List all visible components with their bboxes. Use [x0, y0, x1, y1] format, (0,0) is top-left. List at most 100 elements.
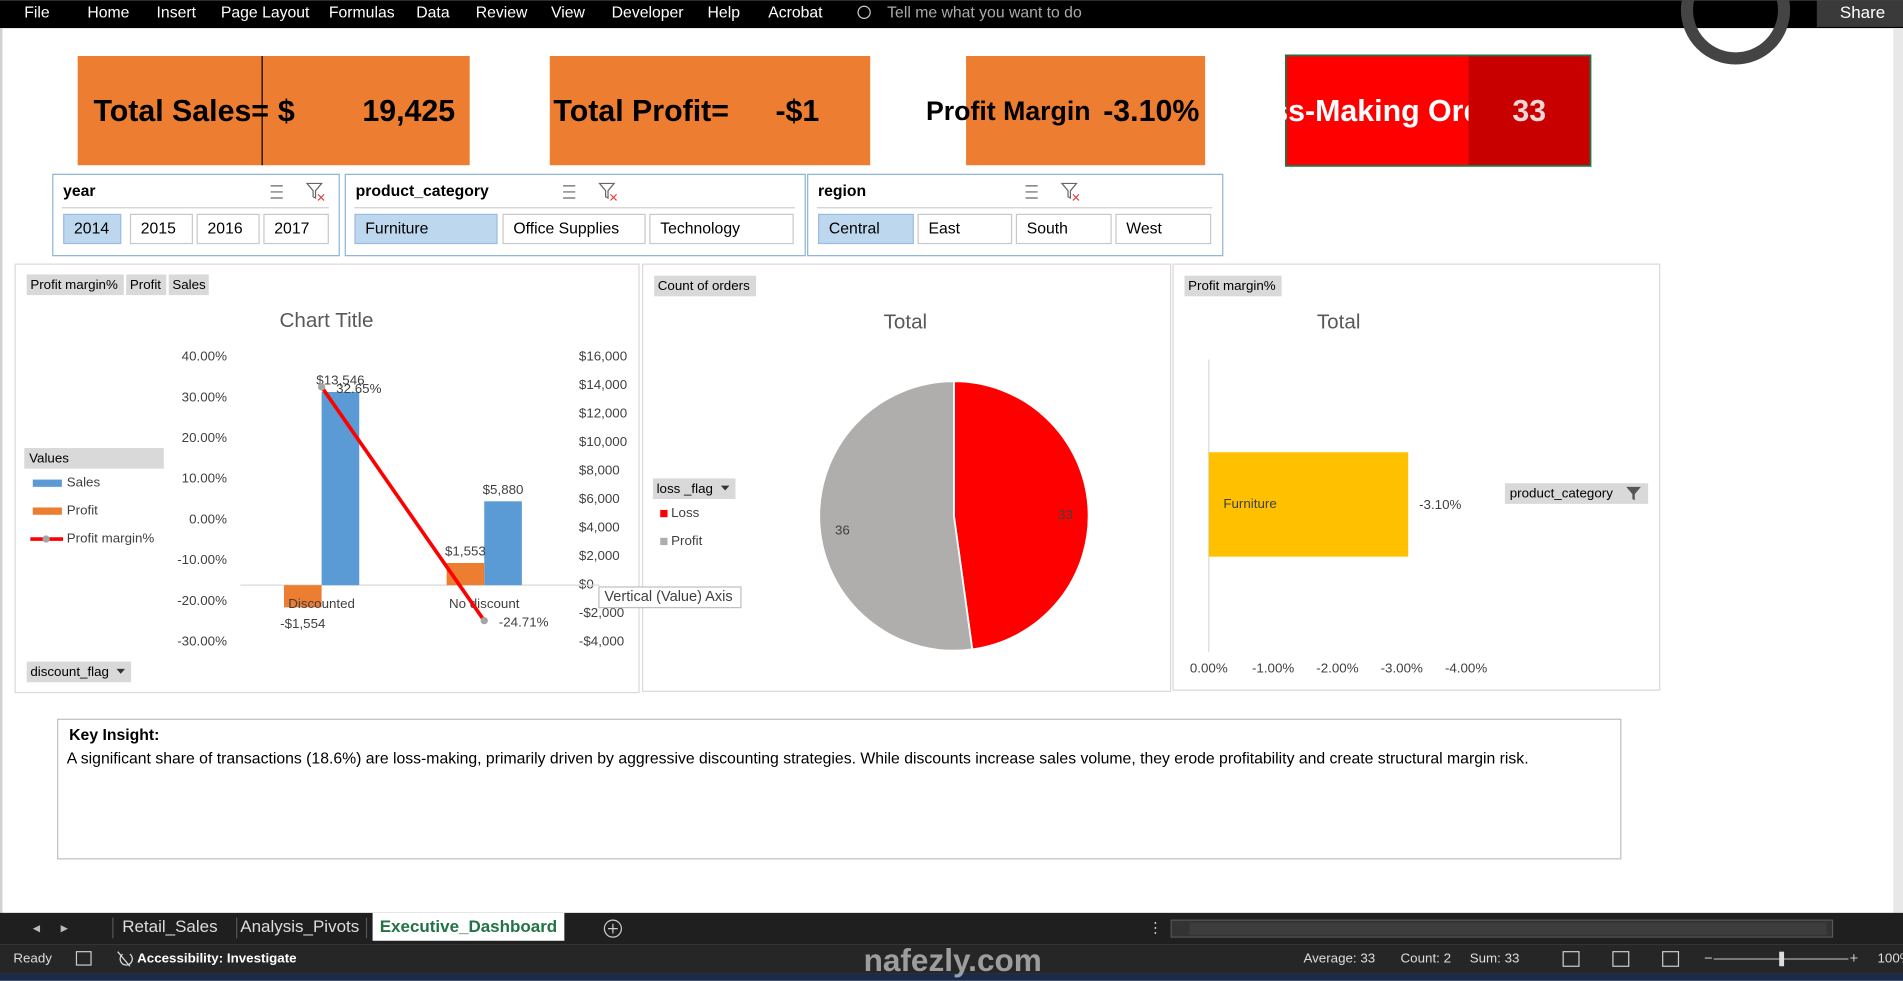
field-button-label[interactable]: Count of orders	[658, 278, 750, 293]
slicer-item-label[interactable]: 2017	[274, 221, 309, 238]
dropdown-arrow[interactable]	[116, 668, 126, 674]
status-average[interactable]: Average: 33	[1303, 950, 1375, 965]
scroll-thumb[interactable]	[1189, 922, 1827, 935]
share-label[interactable]: Share	[1840, 3, 1885, 22]
ribbon-tab[interactable]: Formulas	[329, 5, 395, 22]
page-break-view[interactable]	[1662, 951, 1680, 967]
legend-label: Sales	[67, 475, 101, 490]
ribbon-tab[interactable]: Data	[416, 5, 450, 22]
cell-selection	[1284, 54, 1592, 167]
ribbon-tab[interactable]: Page Layout	[221, 5, 310, 22]
field-button[interactable]	[26, 274, 124, 296]
status-accessibility[interactable]: Accessibility: Investigate	[137, 950, 296, 965]
slicer-item[interactable]	[129, 213, 193, 245]
slicer-item[interactable]	[63, 213, 122, 245]
ribbon-tab[interactable]: Insert	[157, 5, 197, 22]
field-button-label[interactable]: Profit margin%	[30, 277, 118, 292]
kpi-label: Profit Margin	[926, 96, 1091, 126]
slicer-item-label[interactable]: West	[1126, 221, 1162, 238]
ribbon-tab[interactable]: Acrobat	[768, 5, 823, 22]
status-zoom[interactable]: 100%	[1878, 950, 1903, 965]
slicer-item-label[interactable]: 2016	[208, 221, 243, 238]
slicer-item[interactable]	[817, 213, 914, 245]
ribbon-tab[interactable]: Home	[87, 5, 129, 22]
sheet-tab[interactable]: Executive_Dashboard	[380, 917, 557, 936]
tooltip-text: Vertical (Value) Axis	[604, 589, 732, 605]
status-count[interactable]: Count: 2	[1401, 950, 1451, 965]
slicer-item[interactable]	[917, 213, 1013, 245]
status-sum[interactable]: Sum: 33	[1470, 950, 1520, 965]
kpi-value: 33	[1512, 95, 1546, 128]
field-button[interactable]	[1184, 275, 1282, 297]
field-button[interactable]	[26, 661, 132, 683]
pie-slice	[818, 380, 974, 652]
ribbon-tab[interactable]: Help	[708, 5, 741, 22]
legend-title: Values	[29, 450, 69, 465]
field-button[interactable]	[1504, 483, 1649, 504]
normal-view[interactable]	[1562, 951, 1580, 967]
zoom-out[interactable]: −	[1704, 951, 1712, 967]
field-button-label[interactable]: product_category	[1510, 486, 1613, 501]
slicer-item[interactable]	[649, 213, 794, 245]
slicer-item-label[interactable]: 2015	[141, 221, 176, 238]
x-tick-label: Discounted	[288, 596, 355, 611]
multi-select-icon[interactable]	[1025, 185, 1038, 199]
sheet-tab-active[interactable]	[372, 912, 565, 941]
sheet-tab[interactable]: Retail_Sales	[122, 917, 217, 936]
tab-scroll-right[interactable]: ▸	[61, 920, 69, 936]
field-button-label[interactable]: discount_flag	[30, 664, 109, 679]
slicer-item-label[interactable]: Technology	[660, 221, 740, 238]
clear-filter-icon[interactable]	[598, 182, 616, 199]
filter-icon[interactable]	[1626, 486, 1641, 501]
clear-filter-icon[interactable]	[305, 182, 323, 199]
slicer-item-label[interactable]: Central	[829, 221, 880, 238]
slicer-item-label[interactable]: Office Supplies	[513, 221, 619, 238]
page-layout-view[interactable]	[1612, 951, 1630, 967]
slicer-item[interactable]	[502, 213, 646, 245]
ribbon-tab[interactable]: Developer	[612, 5, 684, 22]
field-button[interactable]	[654, 275, 757, 297]
field-button-label[interactable]: loss _flag	[657, 481, 713, 496]
slicer-item[interactable]	[263, 213, 329, 245]
field-button-label[interactable]: Profit margin%	[1188, 278, 1276, 293]
search-box[interactable]: Tell me what you want to do	[887, 5, 1082, 22]
field-button-label[interactable]: Sales	[172, 277, 206, 292]
field-button[interactable]	[126, 274, 167, 296]
slicer-item-label[interactable]: Furniture	[365, 221, 428, 238]
slicer-item[interactable]	[1115, 213, 1212, 245]
field-button[interactable]	[652, 478, 736, 499]
add-sheet-plus	[608, 923, 618, 934]
slicer-item[interactable]	[196, 213, 260, 245]
ribbon-tab[interactable]: Review	[476, 5, 528, 22]
field-button-label[interactable]: Profit	[130, 277, 161, 292]
kpi-card	[77, 56, 470, 166]
kpi-label: Loss-Making Orde	[1234, 95, 1499, 128]
sheet-tab[interactable]: Analysis_Pivots	[240, 917, 359, 936]
taskbar-strip	[0, 973, 1903, 981]
multi-select-icon[interactable]	[270, 185, 283, 199]
x-tick-label: -3.00%	[1381, 660, 1423, 675]
slicer-item-label[interactable]: 2014	[74, 221, 109, 238]
line-marker	[317, 383, 326, 391]
clear-filter-icon[interactable]	[1060, 182, 1078, 199]
zoom-in[interactable]: +	[1850, 951, 1859, 967]
add-sheet[interactable]	[603, 919, 622, 938]
macro-icon[interactable]	[75, 951, 92, 966]
slicer-item-label[interactable]: South	[1027, 221, 1068, 238]
legend-swatch-marker	[42, 535, 50, 543]
share-button[interactable]	[1816, 0, 1903, 27]
tab-scroll-left[interactable]: ◂	[33, 920, 41, 936]
tab-splitter[interactable]: ⋮	[1148, 920, 1163, 936]
zoom-thumb[interactable]	[1779, 951, 1785, 967]
ribbon-tab[interactable]: View	[551, 5, 586, 22]
slicer-item[interactable]	[1015, 213, 1112, 245]
slicer-item-label[interactable]: East	[928, 221, 960, 238]
vertical-scrollbar[interactable]	[1893, 28, 1903, 913]
dropdown-arrow[interactable]	[720, 485, 730, 491]
slicer-item[interactable]	[354, 213, 498, 245]
ribbon-tab[interactable]: File	[24, 5, 50, 22]
tooltip	[598, 586, 742, 609]
multi-select-icon[interactable]	[563, 185, 576, 199]
bar	[321, 391, 360, 586]
field-button[interactable]	[168, 274, 209, 296]
